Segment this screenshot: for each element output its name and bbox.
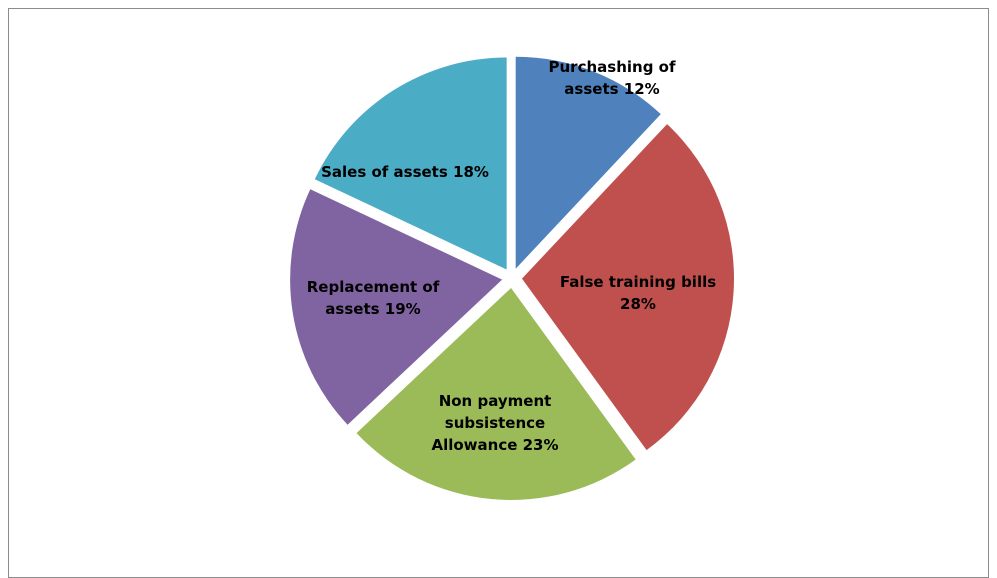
category-name: Non payment subsistence Allowance xyxy=(431,392,552,454)
slice-label: Sales of assets 18% xyxy=(320,161,490,183)
slice-label: Purchashing of assets 12% xyxy=(527,56,697,100)
slice-label: Non payment subsistence Allowance 23% xyxy=(410,390,580,456)
page: Purchashing of assets 12% False training … xyxy=(8,8,989,578)
slice-label: False training bills 28% xyxy=(553,271,723,315)
category-name: Replacement of assets xyxy=(306,278,440,318)
pie-slice xyxy=(314,57,507,270)
category-name: False training bills xyxy=(559,273,717,291)
value-label: 12% xyxy=(623,80,660,98)
pie-slice xyxy=(290,189,503,425)
value-label: 28% xyxy=(620,295,656,313)
pie-slice xyxy=(356,287,636,500)
category-name: Purchashing of assets xyxy=(548,58,676,98)
category-name: Sales of assets xyxy=(321,163,448,181)
pie-slice xyxy=(515,56,661,269)
value-label: 19% xyxy=(384,300,421,318)
value-label: 23% xyxy=(522,436,559,454)
chart xyxy=(290,56,734,500)
pie-slice xyxy=(521,124,734,451)
slice-label: Replacement of assets 19% xyxy=(288,276,458,320)
value-label: 18% xyxy=(453,163,489,181)
